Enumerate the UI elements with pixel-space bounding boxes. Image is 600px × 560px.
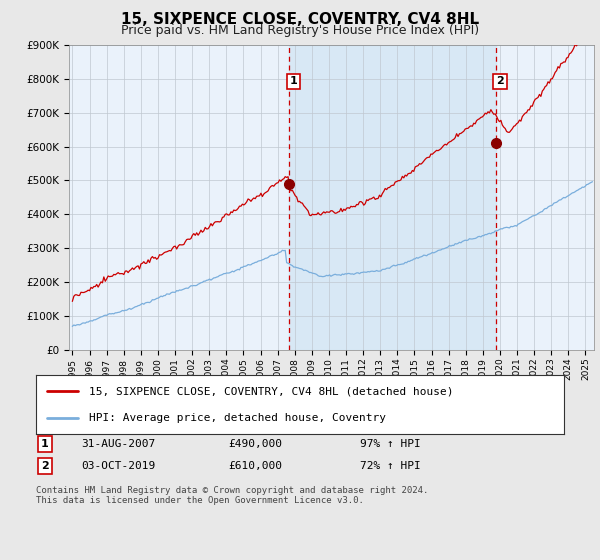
Bar — [289, 45, 496, 350]
Text: 15, SIXPENCE CLOSE, COVENTRY, CV4 8HL: 15, SIXPENCE CLOSE, COVENTRY, CV4 8HL — [121, 12, 479, 27]
Text: 2: 2 — [496, 76, 504, 86]
Text: HPI: Average price, detached house, Coventry: HPI: Average price, detached house, Cove… — [89, 413, 386, 423]
Text: 1: 1 — [41, 439, 49, 449]
Text: £610,000: £610,000 — [228, 461, 282, 471]
Text: Price paid vs. HM Land Registry's House Price Index (HPI): Price paid vs. HM Land Registry's House … — [121, 24, 479, 37]
Text: Contains HM Land Registry data © Crown copyright and database right 2024.
This d: Contains HM Land Registry data © Crown c… — [36, 486, 428, 505]
Text: 1: 1 — [289, 76, 297, 86]
Text: 03-OCT-2019: 03-OCT-2019 — [81, 461, 155, 471]
Text: £490,000: £490,000 — [228, 439, 282, 449]
Text: 15, SIXPENCE CLOSE, COVENTRY, CV4 8HL (detached house): 15, SIXPENCE CLOSE, COVENTRY, CV4 8HL (d… — [89, 386, 454, 396]
Text: 2: 2 — [41, 461, 49, 471]
Text: 31-AUG-2007: 31-AUG-2007 — [81, 439, 155, 449]
Text: 97% ↑ HPI: 97% ↑ HPI — [360, 439, 421, 449]
Text: 72% ↑ HPI: 72% ↑ HPI — [360, 461, 421, 471]
